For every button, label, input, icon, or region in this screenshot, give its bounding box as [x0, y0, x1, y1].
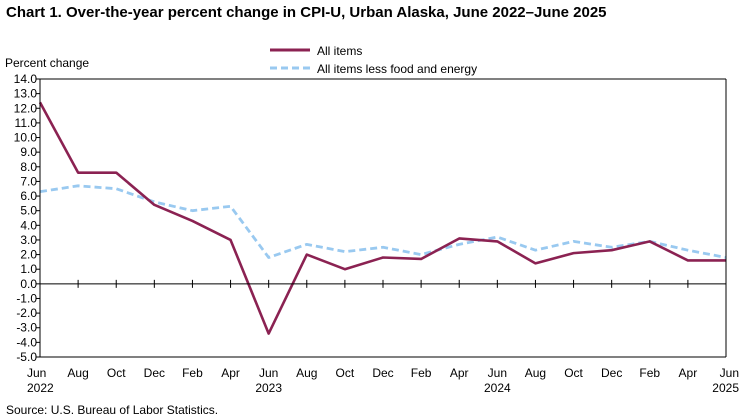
x-year-label: 2022: [27, 381, 54, 395]
x-tick-label: Feb: [182, 366, 203, 380]
x-tick-labels: Jun Aug Oct Dec Feb Apr Jun Aug Oct Dec Feb Apr Jun A…: [27, 366, 739, 380]
x-year-label: 2025: [712, 381, 739, 395]
x-tick-label: Jun: [27, 366, 46, 380]
x-year-label: 2024: [484, 381, 511, 395]
series-line-all-items: [38, 101, 726, 335]
x-tick-label: Aug: [296, 366, 317, 380]
x-tick-label: Oct: [107, 366, 126, 380]
x-year-label: 2023: [255, 381, 282, 395]
x-tick-label: Dec: [144, 366, 165, 380]
y-tick-label: 2.0: [20, 248, 37, 262]
x-tick-label: Apr: [221, 366, 240, 380]
x-tick-label: Oct: [336, 366, 355, 380]
y-tick-label: 14.0: [14, 72, 38, 86]
x-tick-label: Jun: [720, 366, 739, 380]
y-tick-label: -4.0: [16, 335, 37, 349]
x-tick-label: Feb: [639, 366, 660, 380]
series-line-core: [39, 184, 727, 259]
x-tick-label: Oct: [564, 366, 583, 380]
y-tick-labels: 14.013.012.011.010.09.08.07.06.05.04.03.…: [14, 72, 38, 364]
x-tick-label: Dec: [601, 366, 622, 380]
x-year-labels: 2022 2023 2024 2025: [27, 381, 739, 395]
y-tick-label: 12.0: [14, 101, 38, 115]
legend-label-all-items: All items: [317, 44, 362, 58]
y-tick-label: -3.0: [16, 321, 37, 335]
y-axis-label: Percent change: [5, 56, 89, 70]
x-tick-label: Aug: [67, 366, 88, 380]
y-tick-label: 3.0: [20, 233, 37, 247]
y-tick-label: -1.0: [16, 291, 37, 305]
y-tick-label: 9.0: [20, 145, 37, 159]
source-note: Source: U.S. Bureau of Labor Statistics.: [6, 403, 219, 417]
y-tick-label: 4.0: [20, 218, 37, 232]
y-tick-label: 5.0: [20, 204, 37, 218]
y-tick-label: 8.0: [20, 160, 37, 174]
y-tick-label: 0.0: [20, 277, 37, 291]
y-tick-label: 13.0: [14, 87, 38, 101]
y-tick-label: 11.0: [15, 116, 38, 130]
legend-label-core: All items less food and energy: [317, 62, 477, 76]
series-lines: [38, 101, 727, 335]
x-tick-label: Feb: [411, 366, 432, 380]
y-tick-label: 7.0: [20, 174, 37, 188]
y-tick-label: 1.0: [20, 262, 37, 276]
x-tick-label: Aug: [525, 366, 546, 380]
y-tick-label: -2.0: [16, 306, 37, 320]
chart-title: Chart 1. Over-the-year percent change in…: [6, 4, 607, 21]
legend: All items All items less food and energy: [270, 44, 477, 76]
x-tick-label: Apr: [679, 366, 698, 380]
axes: [39, 78, 727, 358]
y-tick-label: 10.0: [14, 131, 38, 145]
y-tick-label: 6.0: [20, 189, 37, 203]
x-tick-label: Apr: [450, 366, 469, 380]
x-tick-label: Jun: [488, 366, 507, 380]
x-tick-label: Dec: [372, 366, 393, 380]
axis-ticks: [36, 78, 727, 358]
y-tick-label: -5.0: [16, 350, 37, 364]
x-tick-label: Jun: [259, 366, 278, 380]
